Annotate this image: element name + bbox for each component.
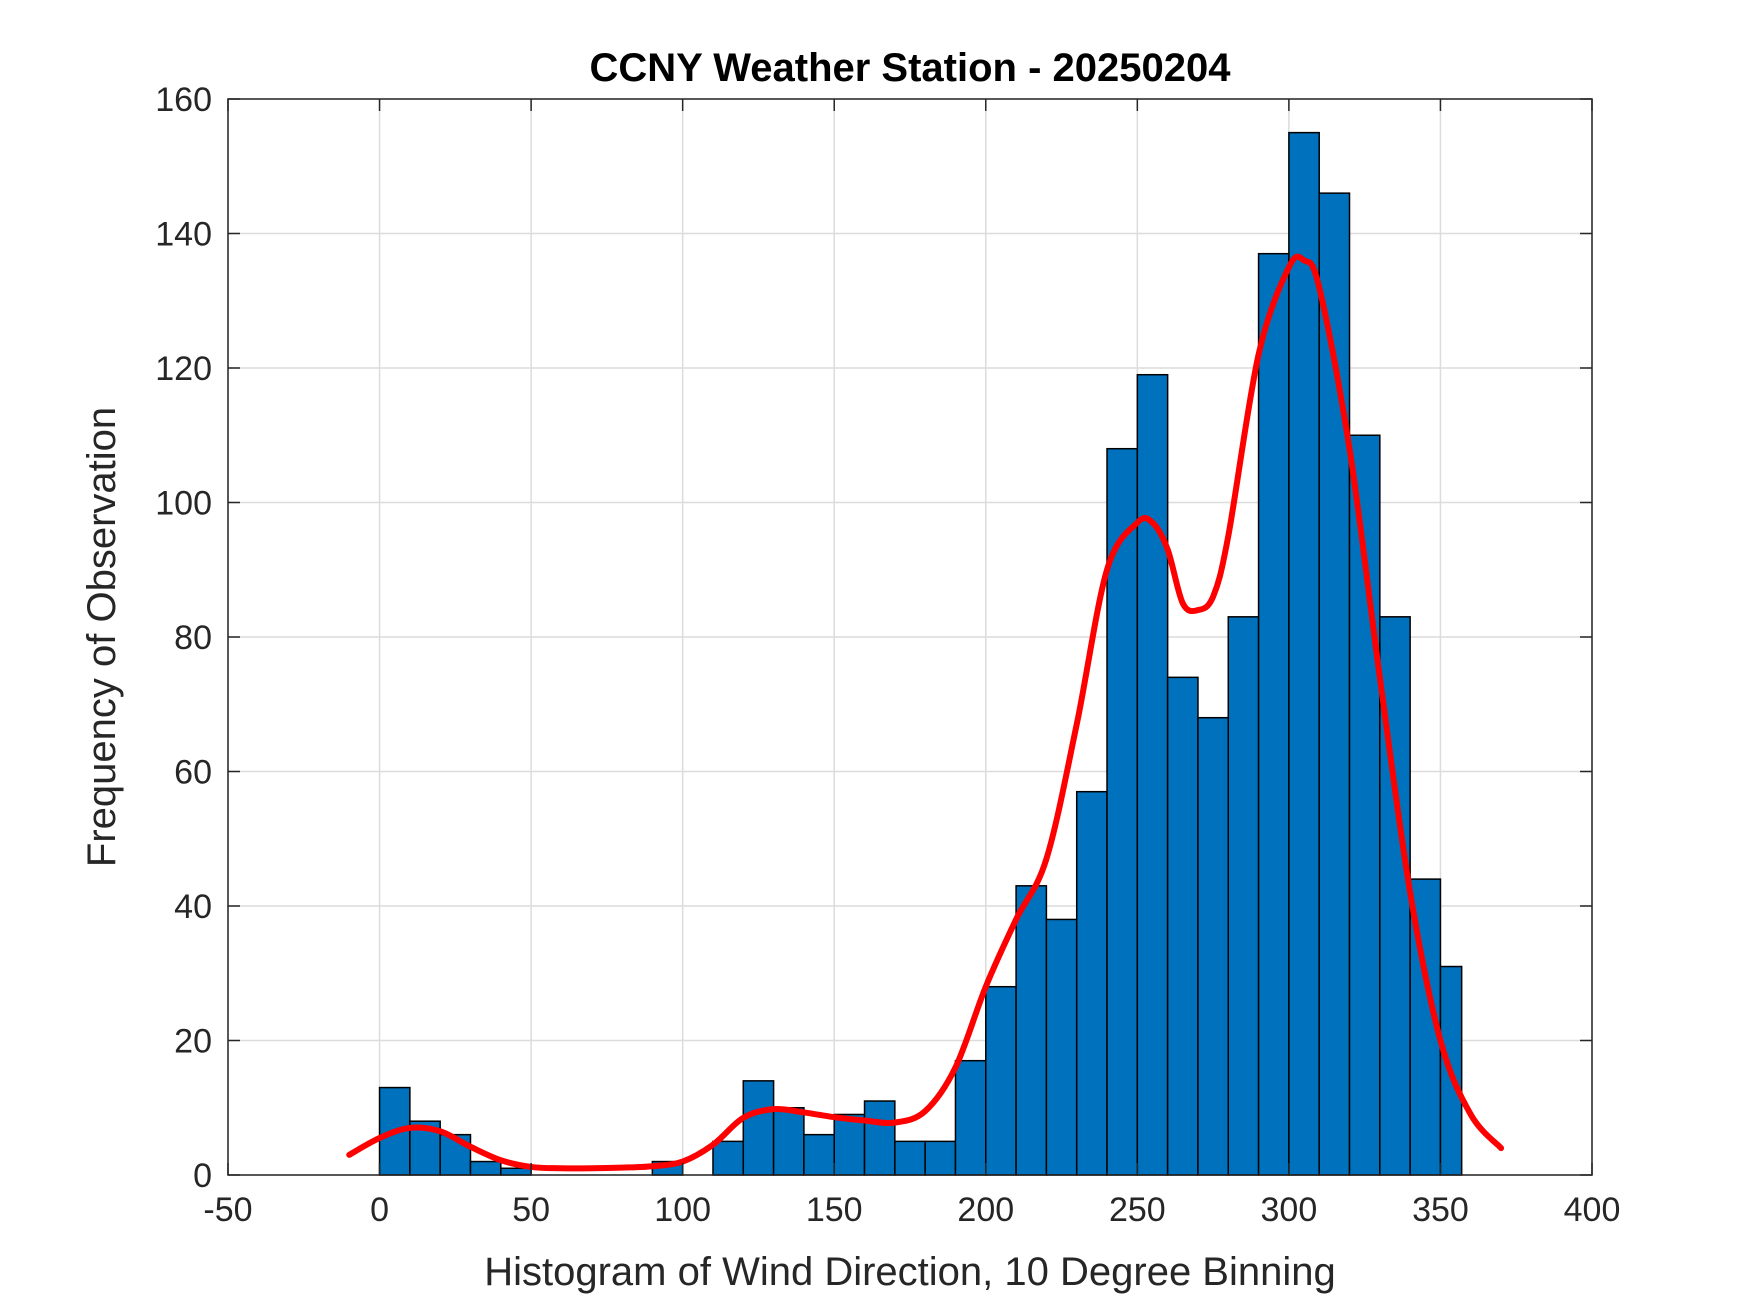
histogram-bar: [1257, 252, 1290, 1176]
tick-labels: -50 0 50 100 150 200 250 300 350 4000204060801001…: [155, 81, 1620, 1229]
x-tick-label: 200: [957, 1191, 1014, 1229]
histogram-bar: [1136, 373, 1169, 1176]
x-tick-label: 0: [370, 1191, 389, 1229]
y-tick-label: 40: [174, 888, 212, 926]
x-tick-label: -50: [203, 1191, 252, 1229]
y-tick-label: 160: [155, 81, 212, 119]
histogram-bar: [1288, 131, 1320, 1176]
density-curve: [346, 253, 1505, 1172]
x-tick-label: 50: [512, 1191, 550, 1229]
histogram-bar: [924, 1140, 957, 1176]
y-tick-label: 0: [193, 1157, 212, 1195]
x-tick-label: 150: [806, 1191, 863, 1229]
y-tick-label: 100: [155, 485, 212, 523]
histogram-bar: [833, 1113, 866, 1176]
x-tick-label: 300: [1261, 1191, 1318, 1229]
histogram-bar: [1015, 885, 1048, 1176]
histogram-bar: [469, 1160, 502, 1176]
x-tick-label: 350: [1412, 1191, 1469, 1229]
histogram-bar: [712, 1140, 745, 1176]
histogram-bar: [1227, 616, 1260, 1176]
histogram-bar: [954, 1059, 987, 1176]
histogram-bar: [772, 1107, 805, 1176]
y-tick-label: 60: [174, 754, 212, 792]
chart-title: CCNY Weather Station - 20250204: [590, 46, 1232, 90]
x-tick-label: 400: [1564, 1191, 1621, 1229]
y-tick-label: 20: [174, 1023, 212, 1061]
histogram-bar: [894, 1140, 926, 1176]
y-tick-label: 120: [155, 350, 212, 388]
y-axis-label: Frequency of Observation: [80, 407, 124, 867]
histogram-bar: [742, 1080, 775, 1176]
axis-ticks: [227, 98, 1593, 1176]
y-tick-label: 80: [174, 619, 212, 657]
histogram-bar: [803, 1133, 835, 1176]
histogram-bar: [1166, 676, 1199, 1176]
x-tick-label: 100: [654, 1191, 711, 1229]
density-curve-line: [346, 253, 1505, 1172]
x-tick-label: 250: [1109, 1191, 1166, 1229]
histogram-bar: [1318, 192, 1351, 1176]
histogram-bar: [985, 985, 1017, 1176]
histogram-bar: [863, 1100, 896, 1176]
histogram-bar: [1075, 790, 1108, 1176]
y-tick-label: 140: [155, 216, 212, 254]
x-axis-label: Histogram of Wind Direction, 10 Degree B…: [484, 1250, 1336, 1294]
histogram-bar: [1045, 918, 1078, 1176]
histogram-bar: [1197, 716, 1230, 1176]
